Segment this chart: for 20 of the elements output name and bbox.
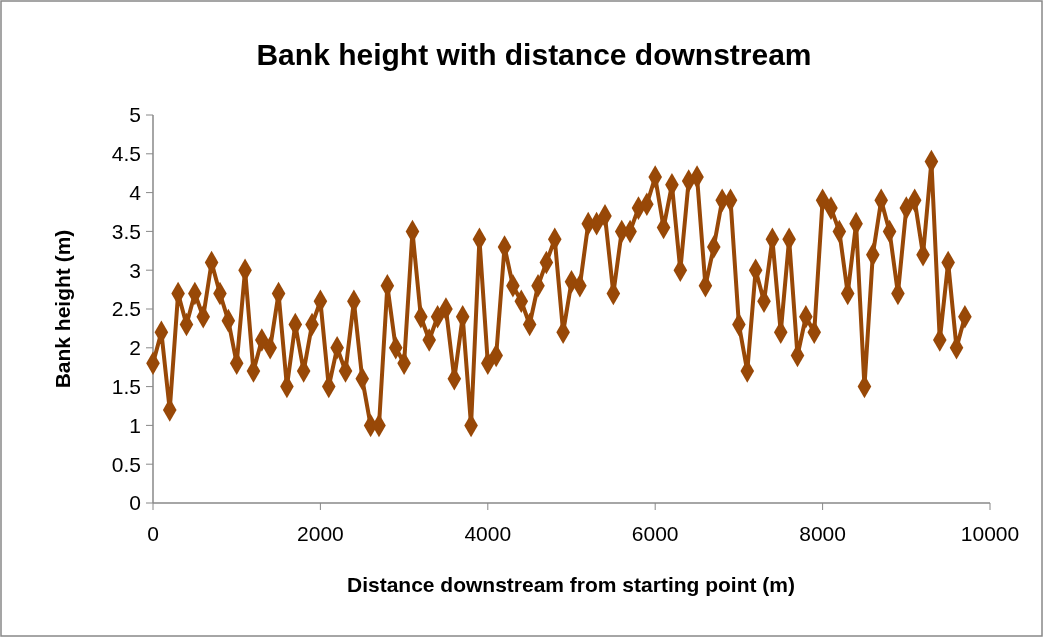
x-tick-label: 6000 <box>631 522 679 545</box>
x-tick-label: 4000 <box>464 522 512 545</box>
y-tick-label: 5 <box>129 103 141 127</box>
x-tick-label: 2000 <box>297 522 344 545</box>
y-axis-title: Bank height (m) <box>51 229 74 389</box>
x-tick-label: 10000 <box>960 522 1020 545</box>
y-tick-label: 4.5 <box>111 142 141 166</box>
y-tick-label: 4 <box>129 180 142 204</box>
chart-title: Bank height with distance downstream <box>256 38 812 71</box>
y-tick-label: 0.5 <box>111 452 141 476</box>
y-tick-label: 2.5 <box>111 297 141 321</box>
y-tick-label: 3 <box>129 258 141 282</box>
y-tick-label: 1 <box>129 413 141 437</box>
y-tick-label: 3.5 <box>111 219 141 243</box>
x-tick-label: 0 <box>147 522 159 545</box>
y-tick-label: 2 <box>129 336 141 360</box>
x-axis-title: Distance downstream from starting point (m) <box>346 573 796 596</box>
y-tick-label: 1.5 <box>111 374 141 398</box>
y-tick-label: 0 <box>129 491 141 515</box>
x-tick-label: 8000 <box>799 522 846 545</box>
